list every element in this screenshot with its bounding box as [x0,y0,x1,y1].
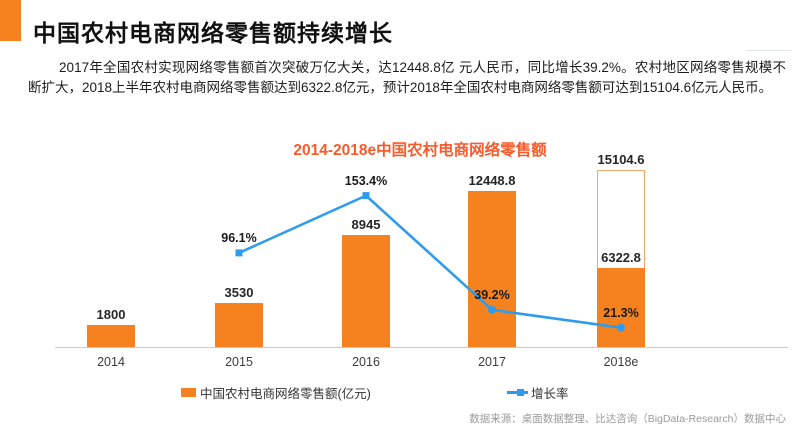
growth-marker-2016 [362,192,370,200]
bar-value-label-2015: 3530 [224,284,254,300]
bar-value-label-2014: 1800 [96,306,126,322]
legend-growth-label: 增长率 [531,387,569,401]
data-source-note: 数据来源：桌面数据整理、比达咨询（BigData-Research）数据中心 [469,413,786,425]
faint-artifact-line [746,50,792,51]
bar-2016 [342,235,390,347]
legend-item-bars: 中国农村电商网络零售额(亿元) [181,383,371,402]
growth-value-label-2018e: 21.3% [603,305,639,320]
bar-2014 [87,324,135,347]
growth-marker-2015 [235,249,243,257]
x-axis-label-2018e: 2018e [603,355,639,369]
legend-line-marker-icon [507,388,528,397]
x-axis-label-2015: 2015 [225,355,253,369]
legend-bar-label: 中国农村电商网络零售额(亿元) [200,387,371,401]
bar-value-label-2018e: 6322.8 [601,249,641,265]
x-axis-label-2017: 2017 [478,355,506,369]
x-axis-label-2014: 2014 [97,355,125,369]
growth-value-label-2017: 39.2% [474,287,510,302]
growth-value-label-2016: 153.4% [344,173,388,188]
body-paragraph: 2017年全国农村实现网络零售额首次突破万亿大关，达12448.8亿 元人民币，… [28,60,786,95]
x-axis-line [55,347,788,348]
page-title: 中国农村电商网络零售额持续增长 [33,20,393,46]
legend-bar-swatch-icon [181,388,196,397]
bar-2017 [468,191,516,347]
title-accent-square [0,0,21,41]
x-axis-label-2016: 2016 [352,355,380,369]
bar-value-label-2017: 12448.8 [468,173,516,189]
forecast-value-label: 15104.6 [597,152,645,168]
bar-2015 [215,302,263,347]
chart-title: 2014-2018e中国农村电商网络零售额 [293,142,547,159]
bar-value-label-2016: 8945 [351,217,381,233]
growth-value-label-2015: 96.1% [221,230,257,245]
legend-item-growth: 增长率 [507,383,569,402]
